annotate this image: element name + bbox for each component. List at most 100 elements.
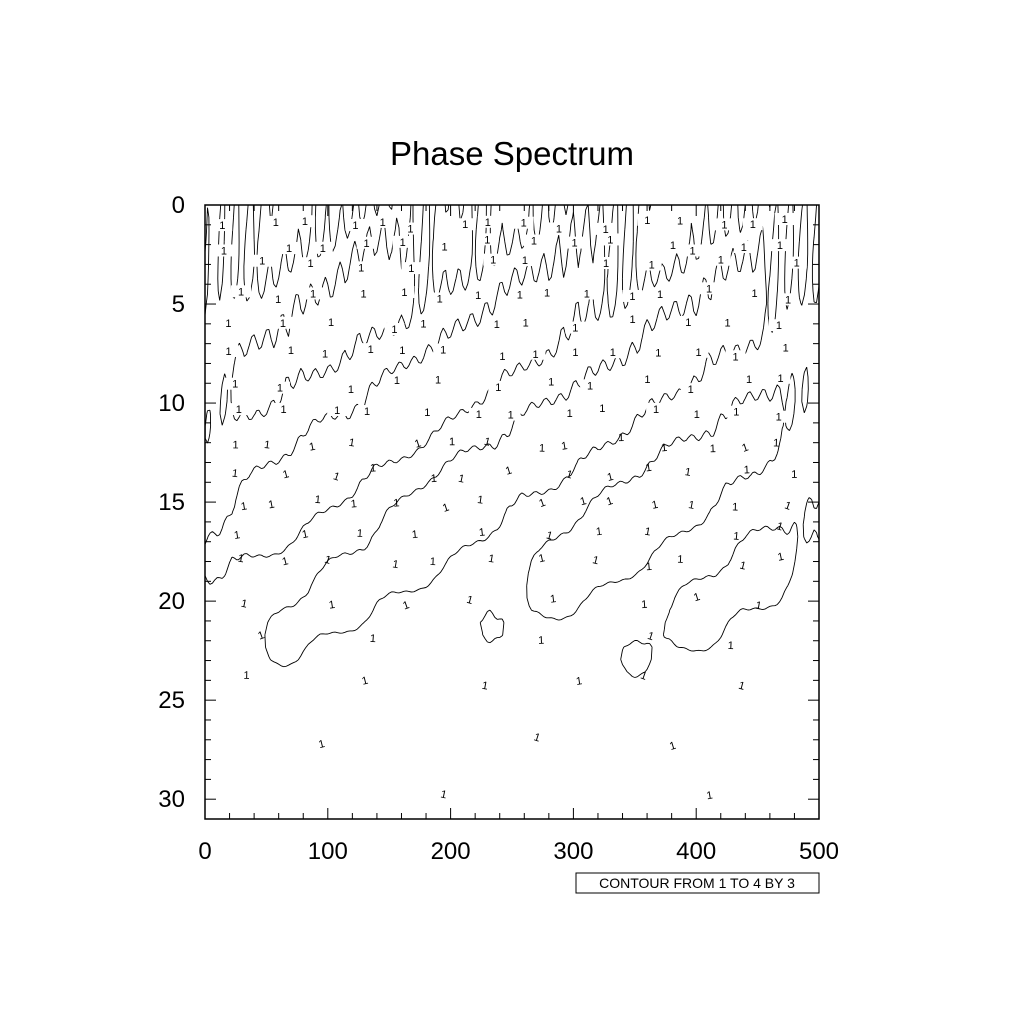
contour-label-text: 1 [641, 599, 648, 611]
contour-label-text: 1 [484, 234, 490, 246]
contour-label: 1 [602, 346, 623, 359]
contour-label-text: 1 [754, 600, 762, 613]
contour-label: 1 [488, 380, 509, 394]
contour-label: 1 [637, 372, 658, 386]
contour-label: 1 [465, 594, 474, 607]
contour-label: 1 [688, 345, 709, 359]
contour-label: 1 [281, 555, 290, 568]
contour-label: 1 [483, 253, 504, 267]
contour-label: 1 [742, 218, 763, 231]
contour-label-text: 1 [733, 407, 739, 419]
contour-label: 1 [265, 215, 286, 229]
contour-label-text: 1 [277, 383, 283, 395]
contour-label: 1 [372, 215, 393, 229]
contour-label: 1 [477, 233, 498, 246]
contour-label-text: 1 [225, 318, 231, 330]
contour-label: 1 [727, 640, 734, 652]
contour-label: 1 [351, 261, 372, 274]
contour-label: 1 [401, 262, 422, 275]
contour-label-text: 1 [660, 442, 667, 455]
contour-label-text: 1 [782, 214, 788, 226]
contour-label-text: 1 [437, 293, 443, 305]
contour-label-text: 1 [668, 740, 677, 753]
contour-label: 1 [328, 599, 336, 612]
contour-label-text: 1 [281, 468, 290, 481]
contour-label-text: 1 [286, 243, 292, 255]
contour-label: 1 [548, 222, 569, 235]
contour-label: 1 [786, 256, 807, 270]
contour-label-text: 1 [794, 258, 800, 270]
contour-label-bg [327, 403, 348, 416]
contour-label-text: 1 [401, 599, 411, 612]
contour-label-text: 1 [477, 494, 485, 507]
contour-label-text: 1 [237, 552, 245, 565]
contour-label-bg [225, 377, 246, 390]
contour-label: 1 [776, 551, 784, 564]
contour-label-text: 1 [645, 561, 652, 574]
contour-label-bg [353, 287, 374, 300]
contour-label-text: 1 [499, 351, 505, 363]
x-tick-label: 300 [553, 838, 593, 865]
contour-label: 1 [231, 468, 238, 481]
contour-label: 1 [212, 219, 233, 232]
contour-label-bg [340, 382, 361, 395]
contour-label-bg [269, 381, 290, 394]
contour-label-bg [321, 316, 342, 329]
contour-label-bg [525, 347, 546, 360]
contour-label: 1 [545, 529, 554, 542]
contour-label: 1 [733, 241, 754, 254]
contour-label: 1 [384, 323, 405, 336]
contour-label-text: 1 [737, 680, 746, 693]
contour-label-text: 1 [481, 680, 489, 693]
contour-label-text: 1 [430, 473, 437, 485]
contour-label-text: 1 [777, 373, 783, 385]
contour-label-text: 1 [687, 499, 695, 512]
contour-label-text: 1 [504, 464, 513, 477]
contour-label: 1 [430, 556, 437, 568]
contour-label-text: 1 [655, 348, 661, 360]
contour-label-text: 1 [688, 384, 694, 396]
contour-label-bg [768, 319, 789, 332]
contour-label-text: 1 [490, 255, 496, 267]
contour-label-bg [392, 344, 413, 357]
contour-label-bg [228, 403, 249, 416]
contour-label-text: 1 [653, 404, 659, 416]
contour-label: 1 [692, 591, 701, 604]
contour-label-text: 1 [243, 670, 249, 682]
contour-label: 1 [323, 554, 332, 567]
contour-label-text: 1 [783, 500, 793, 513]
contour-label-bg [564, 236, 585, 249]
contour-lines [205, 205, 819, 678]
contour-label-text: 1 [259, 256, 265, 268]
contour-label-text: 1 [685, 317, 691, 329]
contour-label-bg [774, 213, 795, 226]
contour-label: 1 [778, 293, 799, 306]
contour-label: 1 [618, 432, 624, 444]
x-tick-label: 500 [799, 838, 839, 865]
contour-label: 1 [710, 443, 717, 455]
contour-label: 1 [595, 222, 616, 236]
contour-label: 1 [348, 437, 356, 450]
contour-label: 1 [483, 436, 492, 449]
contour-label: 1 [687, 499, 695, 512]
contour-label-text: 1 [644, 215, 650, 227]
contour-label-bg [622, 312, 643, 325]
contour-label-text: 1 [556, 223, 562, 235]
contour-label: 1 [592, 402, 613, 415]
contour-label: 1 [394, 285, 415, 299]
contour-label-text: 1 [263, 439, 271, 452]
contour-label-bg [386, 374, 407, 387]
contour-label-text: 1 [238, 286, 244, 298]
contour-label-bg [279, 242, 300, 255]
contour-label-bg [477, 233, 498, 246]
contour-label-text: 1 [721, 219, 727, 231]
contour-label-text: 1 [537, 497, 547, 510]
contour-label: 1 [783, 500, 793, 513]
contour-label-text: 1 [275, 294, 281, 306]
contour-label-text: 1 [407, 224, 413, 236]
contour-labels: 1 1 1 1 1 1 1 1 1 1 1 1 1 1 1 1 1 1 1 1 1 1 1 1 1 1 1 1 1 1 1 1 1 1 1 1 1 1 1 1… [212, 213, 807, 802]
contour-label-text: 1 [544, 287, 550, 299]
contour-label: 1 [218, 344, 239, 358]
contour-label: 1 [369, 633, 376, 645]
contour-label-text: 1 [399, 345, 405, 357]
